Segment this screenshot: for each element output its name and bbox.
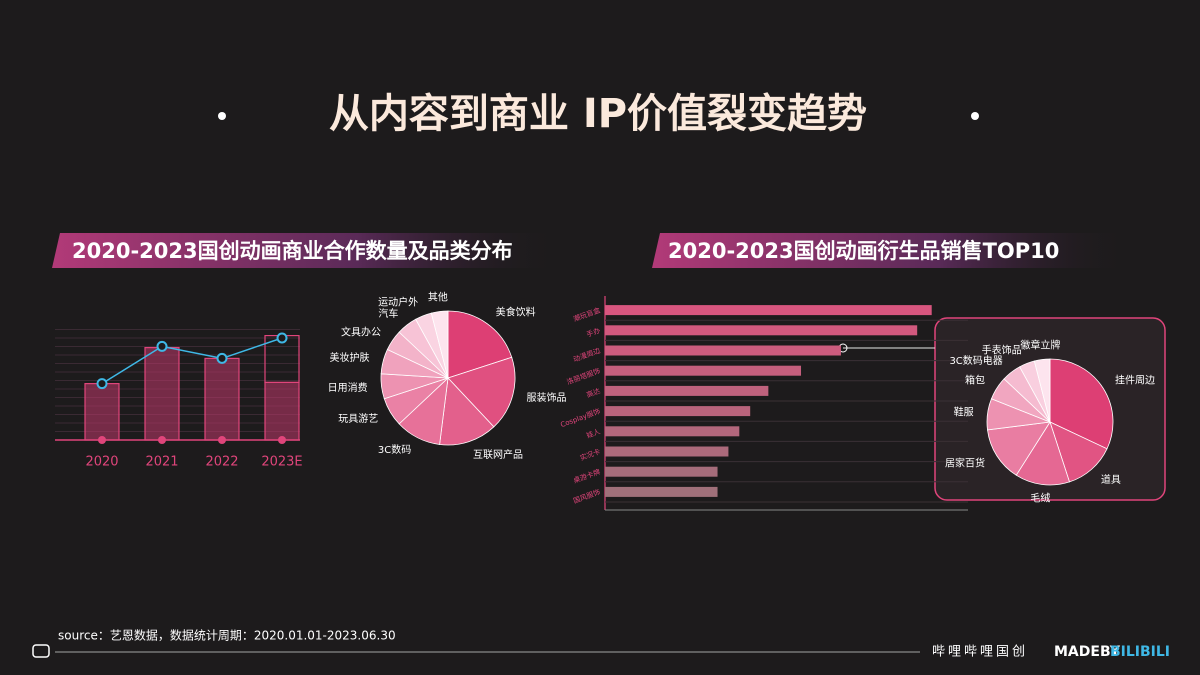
bar: [264, 381, 300, 441]
bar: [605, 486, 718, 497]
bar: [204, 357, 240, 441]
brand-logo: BILIBILI: [1110, 644, 1170, 660]
slice-label: 3C数码电器: [949, 354, 1002, 367]
slice-label: 居家百货: [945, 456, 985, 469]
footer-icon: [32, 644, 50, 658]
bar: [605, 426, 740, 437]
slice-label: 互联网产品: [473, 448, 523, 461]
slice-label: 文具办公: [341, 325, 381, 338]
x-tick-label: 2023E: [261, 455, 302, 470]
x-tick-label: 2020: [85, 455, 118, 470]
line-point: [96, 378, 108, 390]
axis-dot: [218, 436, 226, 444]
slice-label: 徽章立牌: [1020, 339, 1060, 352]
slice-label: 玩具游艺: [338, 412, 378, 425]
title-dot: [218, 112, 226, 120]
bar: [144, 347, 180, 441]
chart-title: 2020-2023国创动画衍生品销售TOP10: [668, 239, 1059, 263]
pie-slice: [987, 421, 1051, 476]
slice-label: 美食饮料: [496, 305, 536, 318]
bar: [605, 305, 932, 316]
slice-label: 3C数码: [378, 443, 411, 456]
pie-slice: [1015, 421, 1070, 486]
pie-slice: [447, 356, 516, 428]
pie-slice: [439, 377, 495, 446]
slice-label: 毛绒: [1030, 491, 1050, 504]
bar: [605, 385, 769, 396]
line-point: [156, 340, 168, 352]
bar: [605, 466, 718, 477]
pie-slice: [1049, 358, 1114, 450]
pie-slice: [430, 310, 449, 379]
slice-label: 美妆护肤: [330, 351, 370, 364]
slice-label: 道具: [1101, 473, 1121, 486]
slice-label: 其他: [428, 291, 448, 304]
slice-label: 箱包: [965, 374, 985, 387]
bar: [605, 406, 751, 417]
slide-title: 从内容到商业 IP价值裂变趋势: [329, 91, 867, 137]
slice-label: 服装饰品: [526, 391, 566, 404]
bar: [605, 365, 802, 376]
slice-label: 手表饰品: [982, 343, 1022, 356]
line-point: [216, 352, 228, 364]
bar: [605, 446, 729, 457]
slice-label: 运动户外: [378, 296, 418, 309]
axis-dot: [158, 436, 166, 444]
slice-label: 汽车: [378, 307, 398, 320]
banner: [652, 233, 1130, 268]
brand: 哔哩哔哩国创: [932, 645, 1028, 660]
banner: [52, 233, 560, 268]
pie-slice: [447, 310, 513, 379]
bar: [605, 325, 918, 336]
bar: [84, 383, 120, 441]
x-tick-label: 2021: [145, 455, 178, 470]
x-tick-label: 2022: [205, 455, 238, 470]
slice-label: 鞋服: [954, 405, 974, 418]
bar: [605, 345, 841, 356]
brand-logo: MADEBY: [1054, 644, 1121, 660]
title-dot: [971, 112, 979, 120]
slice-label: 日用消费: [328, 381, 368, 394]
chart-title: 2020-2023国创动画商业合作数量及品类分布: [72, 239, 513, 263]
pie-slice: [1033, 358, 1051, 423]
axis-dot: [98, 436, 106, 444]
line: [101, 337, 283, 385]
source: source：艺恩数据，数据统计周期：2020.01.01-2023.06.30: [58, 628, 396, 643]
line-point: [276, 332, 288, 344]
slice-label: 挂件周边: [1115, 374, 1155, 387]
axis-dot: [278, 436, 286, 444]
